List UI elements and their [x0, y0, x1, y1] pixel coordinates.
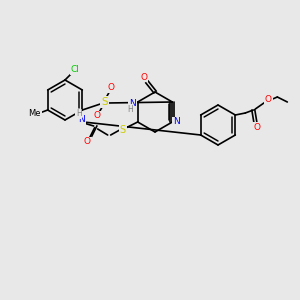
Text: H: H	[76, 110, 82, 118]
Text: N: N	[129, 98, 136, 107]
Text: S: S	[101, 97, 108, 107]
Text: Cl: Cl	[70, 65, 80, 74]
Text: O: O	[94, 112, 101, 121]
Text: N: N	[173, 118, 180, 127]
Text: O: O	[83, 137, 90, 146]
Text: O: O	[254, 122, 261, 131]
Text: N: N	[78, 116, 85, 124]
Text: S: S	[120, 125, 126, 135]
Text: H: H	[127, 104, 133, 113]
Text: O: O	[108, 83, 115, 92]
Text: O: O	[265, 94, 272, 103]
Text: Me: Me	[28, 109, 41, 118]
Text: O: O	[140, 73, 148, 82]
